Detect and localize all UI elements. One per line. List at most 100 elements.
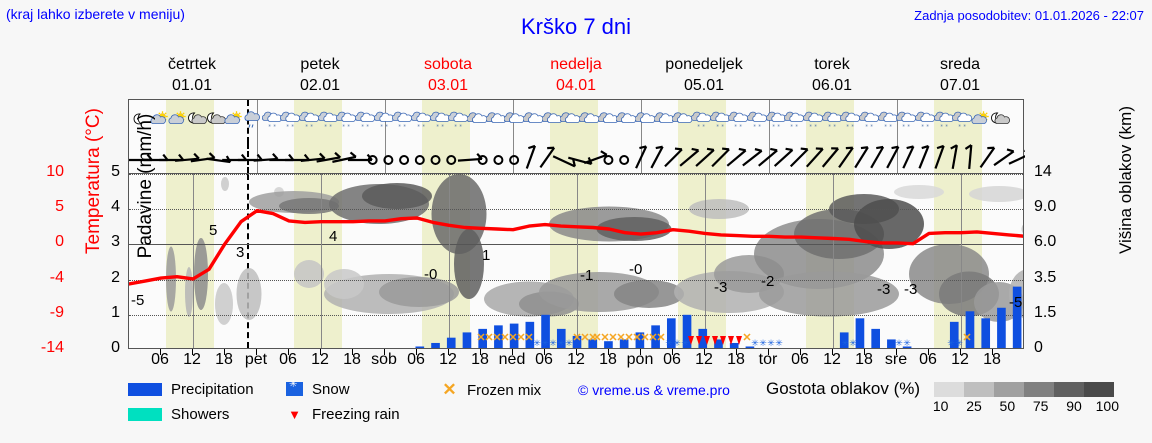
svg-text:✳: ✳ xyxy=(795,123,799,128)
cloud-density-step xyxy=(964,382,994,397)
x-axis-tick-label: 06 xyxy=(279,351,297,368)
temperature-value-label: 3 xyxy=(236,244,245,261)
precipitation-bars xyxy=(415,286,1022,348)
x-axis-tick-label: 18 xyxy=(855,351,873,368)
day-header-06-01: torek 06.01 xyxy=(768,54,896,98)
precipitation-tick: 1 xyxy=(111,303,120,321)
day-name: sobota xyxy=(423,56,473,73)
svg-text:✳: ✳ xyxy=(777,123,781,128)
svg-text:✕: ✕ xyxy=(572,332,581,344)
weather-icon-cr xyxy=(243,110,265,132)
x-axis-tick-label: 12 xyxy=(567,351,585,368)
last-update-text: Zadnja posodobitev: 01.01.2026 - 22:07 xyxy=(914,8,1144,23)
weather-icon-cs: ✳ ✳ xyxy=(896,110,918,132)
x-axis-tick-mark xyxy=(896,349,897,355)
x-axis-tick-label: pet xyxy=(244,351,268,368)
svg-text:✕: ✕ xyxy=(656,332,665,344)
svg-text:✳: ✳ xyxy=(739,123,743,128)
x-axis-tick-label: 06 xyxy=(663,351,681,368)
svg-text:✳: ✳ xyxy=(273,123,277,128)
weather-icon-csn: ✳ ✳ xyxy=(448,110,470,132)
x-axis-tick-mark xyxy=(352,349,353,355)
svg-text:✳: ✳ xyxy=(902,123,906,128)
cloud-density-step xyxy=(934,382,964,397)
svg-text:✳: ✳ xyxy=(759,338,767,348)
svg-text:✕: ✕ xyxy=(588,332,597,344)
cloud-height-tick: 9.0 xyxy=(1034,198,1057,216)
svg-text:✳: ✳ xyxy=(268,123,272,128)
weather-icon-csn: ✳ ✳ xyxy=(280,110,302,132)
cloud-density-scale-value: 90 xyxy=(1066,398,1082,414)
svg-text:✕: ✕ xyxy=(608,332,617,344)
x-axis-tick-mark xyxy=(640,349,641,355)
x-axis-tick-mark xyxy=(800,349,801,355)
svg-text:✳: ✳ xyxy=(361,123,365,128)
svg-text:✳: ✳ xyxy=(329,123,333,128)
grid-line-h xyxy=(129,209,1023,211)
cloud-density-scale xyxy=(934,382,1114,397)
svg-text:✳: ✳ xyxy=(436,123,440,128)
x-axis-tick-mark xyxy=(480,349,481,355)
wind-barb-strip xyxy=(128,143,1025,173)
legend-snow: Snow xyxy=(286,379,350,398)
grid-line-h xyxy=(129,174,1023,175)
temperature-tick: 5 xyxy=(55,198,64,216)
x-axis-tick-mark xyxy=(992,349,993,355)
temperature-value-label: -3 xyxy=(904,281,918,298)
weather-icon-cs: ✳ ✳ xyxy=(765,110,788,132)
svg-text:✳: ✳ xyxy=(958,123,962,128)
svg-text:✕: ✕ xyxy=(742,332,751,344)
x-axis-tick-label: 18 xyxy=(599,351,617,368)
legend-freezing-rain-label: Freezing rain xyxy=(312,405,400,423)
svg-text:✳: ✳ xyxy=(767,338,775,348)
current-time-line xyxy=(247,174,250,348)
page-title: Krško 7 dni xyxy=(520,14,632,39)
weather-icon-c xyxy=(466,110,489,132)
svg-text:✳: ✳ xyxy=(849,338,857,348)
svg-text:✳: ✳ xyxy=(310,123,314,128)
precipitation-tick: 5 xyxy=(111,163,120,180)
x-axis-tick-mark xyxy=(512,349,513,355)
cloud-height-tick: 3.5 xyxy=(1034,268,1057,286)
temperature-value-label: -3 xyxy=(877,281,891,298)
grid-line-v xyxy=(961,174,962,348)
weather-icon-csn: ✳ ✳ xyxy=(410,110,433,132)
x-axis-tick-mark xyxy=(928,349,929,355)
svg-text:✳: ✳ xyxy=(833,123,837,128)
weather-icon-strip: ✳ ✳ ✳ ✳ ✳ ✳ ✳ ✳ ✳ ✳ ✳ ✳ ✳ ✳ ✳ ✳ ✳ ✳ ✳ ✳ ✳ ✳ ✳ ✳ ✳ ✳ ✳ ✳ ✳ ✳ ✳ ✳ ✳ ✳ ✳ ✳ ✳ ✳ ✳ ✳… xyxy=(128,99,1024,143)
x-axis-tick-label: 18 xyxy=(983,351,1001,368)
temperature-tick: -9 xyxy=(49,303,64,321)
meteogram-plot: ✕ ✕ ✕ ✕ ✕ ✕ ✕ ✳ ✳ ✳ ✳ ✳ ✕ ✕ ✕ ✕ ✕ ✕ ✕ ✕ ✕ ✕ ✕ ✕ ✳ ✳ ✳ ✕ ✳ ✳ ✳ ✳ ✳ ✳ ✳ ✳ ✳ ✳ ✕ -… xyxy=(128,173,1024,349)
svg-text:✳: ✳ xyxy=(441,123,445,128)
day-name: torek xyxy=(814,56,850,73)
x-axis-tick-label: pon xyxy=(626,351,654,368)
x-axis-tick-label: tor xyxy=(758,351,778,368)
temperature-tick: 10 xyxy=(46,163,64,180)
x-axis-tick-mark xyxy=(448,349,449,355)
weather-icon-cs: ✳ ✳ xyxy=(933,110,956,132)
grid-line-v xyxy=(193,174,194,348)
daylight-band xyxy=(678,143,727,173)
temperature-value-label: 1 xyxy=(482,247,491,264)
svg-text:✕: ✕ xyxy=(516,332,525,344)
weather-icon-cs: ✳ ✳ xyxy=(802,110,825,132)
grid-line-v xyxy=(449,174,450,348)
day-date: 01.01 xyxy=(171,77,213,94)
showers-swatch xyxy=(128,407,162,421)
weather-icon-cs: ✳ ✳ xyxy=(877,110,900,132)
x-axis-tick-label: 18 xyxy=(471,351,489,368)
x-axis-tick-label: 12 xyxy=(311,351,329,368)
svg-text:✳: ✳ xyxy=(549,338,557,348)
x-axis-tick-mark xyxy=(160,349,161,355)
cloud-density-step xyxy=(1084,382,1114,397)
svg-text:✳: ✳ xyxy=(734,123,738,128)
frozen-mix-icon: ✕ xyxy=(442,380,457,399)
temperature-curve xyxy=(129,209,1023,286)
svg-text:✳: ✳ xyxy=(673,338,681,348)
svg-text:✳: ✳ xyxy=(945,123,949,128)
copyright-link[interactable]: © vreme.us & vreme.pro xyxy=(578,382,730,398)
svg-text:✳: ✳ xyxy=(841,338,849,348)
x-axis-tick-mark xyxy=(704,349,705,355)
cloud-density-scale-value: 100 xyxy=(1095,398,1119,414)
temperature-tick: 0 xyxy=(55,233,64,251)
